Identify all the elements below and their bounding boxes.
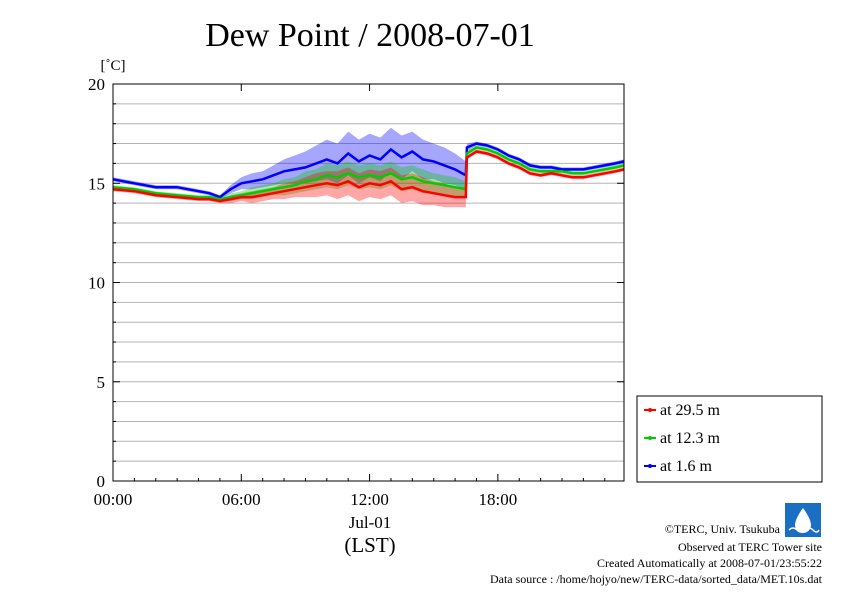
series-band — [113, 127, 624, 200]
y-tick-label: 5 — [97, 373, 106, 392]
x-tick-label: 18:00 — [478, 490, 517, 509]
y-axis-unit-label: [˚C] — [101, 58, 126, 74]
created-text: Created Automatically at 2008-07-01/23:5… — [597, 556, 822, 570]
x-axis-date-label: Jul-01 — [349, 513, 392, 532]
site-text: Observed at TERC Tower site — [678, 540, 822, 554]
series-band — [113, 145, 624, 202]
y-tick-label: 15 — [88, 174, 105, 193]
y-tick-label: 0 — [97, 472, 106, 491]
legend: at 29.5 m at 12.3 m at 1.6 m — [636, 395, 823, 483]
x-axis-timezone-label: (LST) — [344, 533, 395, 557]
series-lines — [112, 142, 625, 203]
x-axis-ticks: 00:00 06:00 12:00 18:00 — [94, 84, 606, 509]
series-line — [112, 150, 625, 203]
legend-label: at 1.6 m — [660, 458, 713, 475]
y-axis-ticks: 0 5 10 15 20 — [88, 75, 624, 491]
data-source-text: Data source : /home/hojyo/new/TERC-data/… — [490, 572, 823, 586]
legend-marker — [648, 408, 652, 412]
series-band — [113, 149, 624, 208]
legend-marker — [648, 464, 652, 468]
x-tick-label: 12:00 — [350, 490, 389, 509]
y-tick-label: 20 — [88, 75, 105, 94]
series-spread-bands — [113, 127, 624, 208]
x-tick-label: 06:00 — [222, 490, 261, 509]
copyright-text: ©TERC, Univ. Tsukuba — [665, 522, 781, 536]
terc-logo — [785, 503, 821, 537]
x-tick-label: 00:00 — [94, 490, 133, 509]
legend-label: at 12.3 m — [660, 430, 721, 447]
series-line — [112, 142, 625, 199]
y-tick-label: 10 — [88, 274, 105, 293]
legend-label: at 29.5 m — [660, 402, 721, 419]
series-line — [112, 146, 625, 201]
chart-title: Dew Point / 2008-07-01 — [205, 17, 535, 54]
grid-lines — [113, 103, 624, 462]
legend-box — [636, 395, 823, 483]
legend-marker — [648, 436, 652, 440]
